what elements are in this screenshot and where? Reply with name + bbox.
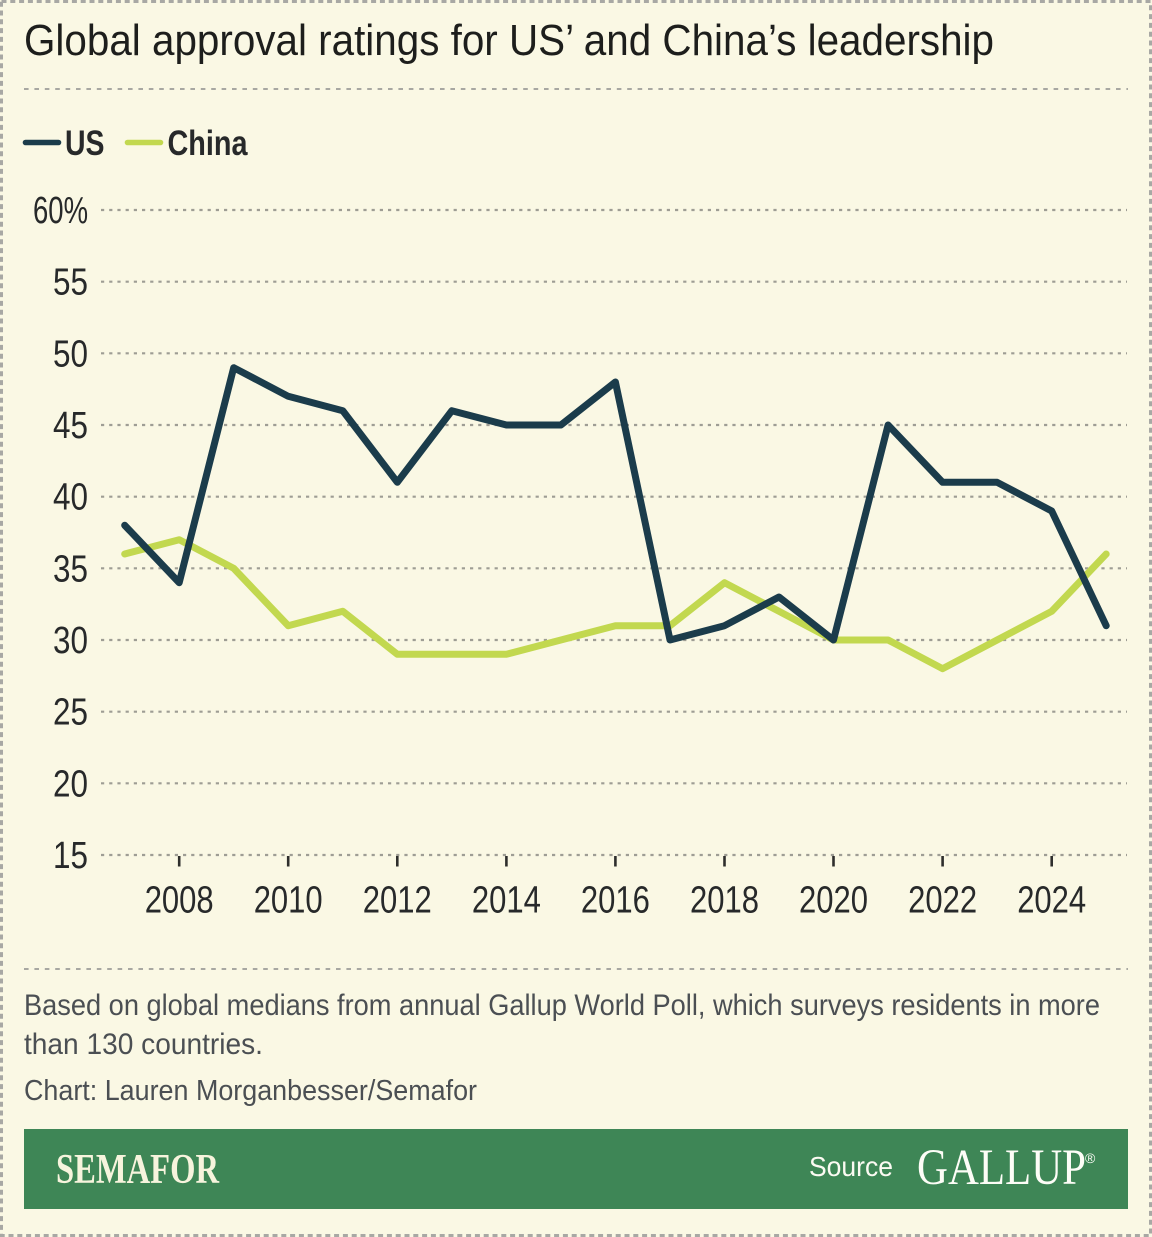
- svg-text:55: 55: [53, 262, 88, 304]
- svg-text:2010: 2010: [254, 880, 323, 922]
- svg-text:Source: Source: [809, 1151, 893, 1182]
- svg-text:China: China: [168, 124, 248, 163]
- svg-text:2024: 2024: [1017, 880, 1086, 922]
- svg-text:50: 50: [53, 333, 88, 375]
- svg-text:2008: 2008: [145, 880, 214, 922]
- svg-text:than 130 countries.: than 130 countries.: [24, 1028, 263, 1061]
- svg-text:35: 35: [53, 548, 88, 590]
- svg-text:SEMAFOR: SEMAFOR: [56, 1147, 220, 1193]
- svg-text:Based on global medians from a: Based on global medians from annual Gall…: [24, 989, 1100, 1022]
- svg-text:40: 40: [53, 477, 88, 519]
- svg-text:60%: 60%: [33, 190, 88, 232]
- svg-text:45: 45: [53, 405, 88, 447]
- svg-text:®: ®: [1085, 1150, 1096, 1166]
- svg-text:2012: 2012: [363, 880, 432, 922]
- svg-text:2020: 2020: [799, 880, 868, 922]
- svg-text:Chart: Lauren Morganbesser/Sem: Chart: Lauren Morganbesser/Semafor: [24, 1075, 477, 1107]
- svg-text:2018: 2018: [690, 880, 759, 922]
- svg-text:US: US: [65, 124, 105, 163]
- svg-text:25: 25: [53, 692, 88, 734]
- svg-text:2014: 2014: [472, 880, 541, 922]
- svg-text:2022: 2022: [908, 880, 977, 922]
- svg-text:20: 20: [53, 763, 88, 805]
- svg-text:15: 15: [53, 835, 88, 877]
- svg-text:30: 30: [53, 620, 88, 662]
- svg-text:GALLUP: GALLUP: [917, 1140, 1086, 1196]
- svg-text:2016: 2016: [581, 880, 650, 922]
- svg-text:Global approval ratings for US: Global approval ratings for US’ and Chin…: [24, 16, 994, 65]
